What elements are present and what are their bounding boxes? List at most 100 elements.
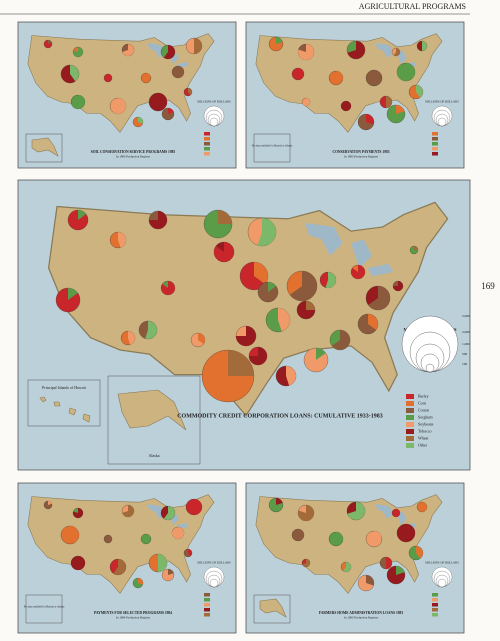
pie-slice [68, 288, 78, 300]
legend-swatch [204, 603, 210, 607]
legend-swatch [432, 608, 438, 612]
pie-slice [168, 108, 174, 114]
map-subtitle: In 1983 Production Regions [344, 616, 379, 620]
pie-slice [163, 45, 175, 59]
legend: 5,000 2,000 1,000 500 100 Barley Corn Cotton Sor… [401, 314, 470, 448]
legend-swatch [432, 598, 438, 602]
legend-swatch [204, 147, 210, 151]
pie-slice [188, 88, 192, 96]
pie-slice [108, 535, 113, 541]
legend-circle [209, 117, 219, 127]
legend-swatch [432, 152, 438, 156]
pie-slice [236, 326, 256, 346]
pie-slice [48, 40, 52, 44]
pie-slice [396, 566, 405, 575]
legend-swatch [204, 613, 210, 617]
pie-slice [343, 562, 351, 572]
pie-slice [146, 73, 151, 78]
pie-slice [289, 271, 317, 301]
pie-slice [302, 98, 310, 106]
legend-label: Tobacco [418, 428, 432, 433]
pie-slice [393, 48, 400, 56]
pie-slice [70, 526, 79, 543]
map-title: CONSERVATION PAYMENTS 1983 [332, 150, 389, 154]
pie-slice [73, 508, 83, 518]
legend-swatch [204, 142, 210, 146]
legend-swatch [204, 608, 210, 612]
legend-title: MILLIONS OF DOLLARS [197, 561, 231, 565]
map-title: COMMODITY CREDIT CORPORATION LOANS: CUMU… [177, 413, 383, 419]
pie-slice [172, 66, 184, 78]
map-subtitle: In 1983 Production Regions [116, 155, 151, 159]
legend-circle [425, 363, 435, 373]
legend-scale-label: 1,000 [462, 342, 470, 347]
legend-label: Sorghum [418, 414, 433, 419]
pie-slice [73, 47, 83, 57]
pie-slice [78, 210, 87, 220]
pie-slice [351, 265, 366, 279]
pie-slice [218, 210, 232, 224]
legend-circle [209, 578, 219, 588]
pie-slice [316, 348, 326, 360]
inset-box [253, 133, 291, 163]
pie-slice [397, 63, 415, 81]
map-title: PAYMENTS FOR SELECTED PROGRAMS 1984 [94, 611, 172, 615]
legend-swatch [406, 429, 414, 434]
pie-slice [347, 41, 365, 59]
legend-title: MILLIONS OF DOLLARS [197, 100, 231, 104]
legend-swatch [406, 443, 414, 448]
pie-slice [422, 502, 427, 512]
pie-slice [302, 559, 310, 567]
pie-slice [366, 575, 374, 586]
pie-slice [347, 502, 365, 520]
map-panel: No data available for Hawaii or Alaska C… [245, 21, 465, 169]
pie-slice [393, 281, 403, 291]
pie-slice [163, 506, 175, 520]
legend-swatch [432, 137, 438, 141]
legend-scale-label: 2,000 [462, 330, 470, 335]
pie-slice [198, 333, 206, 345]
pie-slice [138, 117, 143, 124]
pie-slice [188, 549, 192, 557]
legend-scale-label: 500 [462, 352, 468, 356]
legend-scale-label: 100 [462, 362, 468, 366]
pie-slice [48, 501, 52, 505]
pie-slice [158, 93, 167, 111]
legend-scale-label: 5,000 [462, 314, 470, 319]
pie-slice [386, 557, 392, 569]
pie-slice [336, 532, 343, 542]
map-title: FARMERS HOME ADMINISTRATION LOANS 1983 [319, 611, 404, 615]
legend-label: Other [418, 442, 428, 447]
map-title: SOIL CONSERVATION SERVICE PROGRAMS 1983 [91, 150, 176, 154]
pie-slice [249, 347, 267, 365]
inset-label: Alaska [148, 453, 159, 458]
legend-swatch [406, 415, 414, 420]
legend-title: MILLIONS OF DOLLARS [425, 561, 459, 565]
pie-slice [161, 281, 175, 295]
legend-swatch [204, 137, 210, 141]
legend-circle [437, 117, 447, 127]
legend-swatch [432, 142, 438, 146]
map-panel: FARMERS HOME ADMINISTRATION LOANS 1983 I… [245, 482, 465, 634]
pie-slice [276, 498, 283, 505]
pie-slice [118, 232, 126, 248]
pie-slice [71, 95, 86, 109]
pie-slice [168, 569, 174, 575]
pie-slice [278, 308, 290, 332]
pie-slice [70, 65, 79, 82]
legend-swatch [204, 593, 210, 597]
map-note: No data available for Hawaii or Alaska [252, 145, 293, 148]
legend-swatch [432, 613, 438, 617]
pie-slice [128, 331, 135, 345]
map-panel: Principal Islands of Hawaii Alaska COMMO… [17, 179, 471, 471]
legend-swatch [432, 603, 438, 607]
legend-swatch [204, 598, 210, 602]
pie-slice [414, 246, 418, 250]
pie-slice [254, 262, 268, 285]
pie-slice [331, 330, 350, 350]
pie-slice [158, 554, 167, 572]
pie-slice [122, 44, 135, 56]
page-header: AGRICULTURAL PROGRAMS [359, 2, 466, 11]
pie-slice [368, 286, 391, 310]
